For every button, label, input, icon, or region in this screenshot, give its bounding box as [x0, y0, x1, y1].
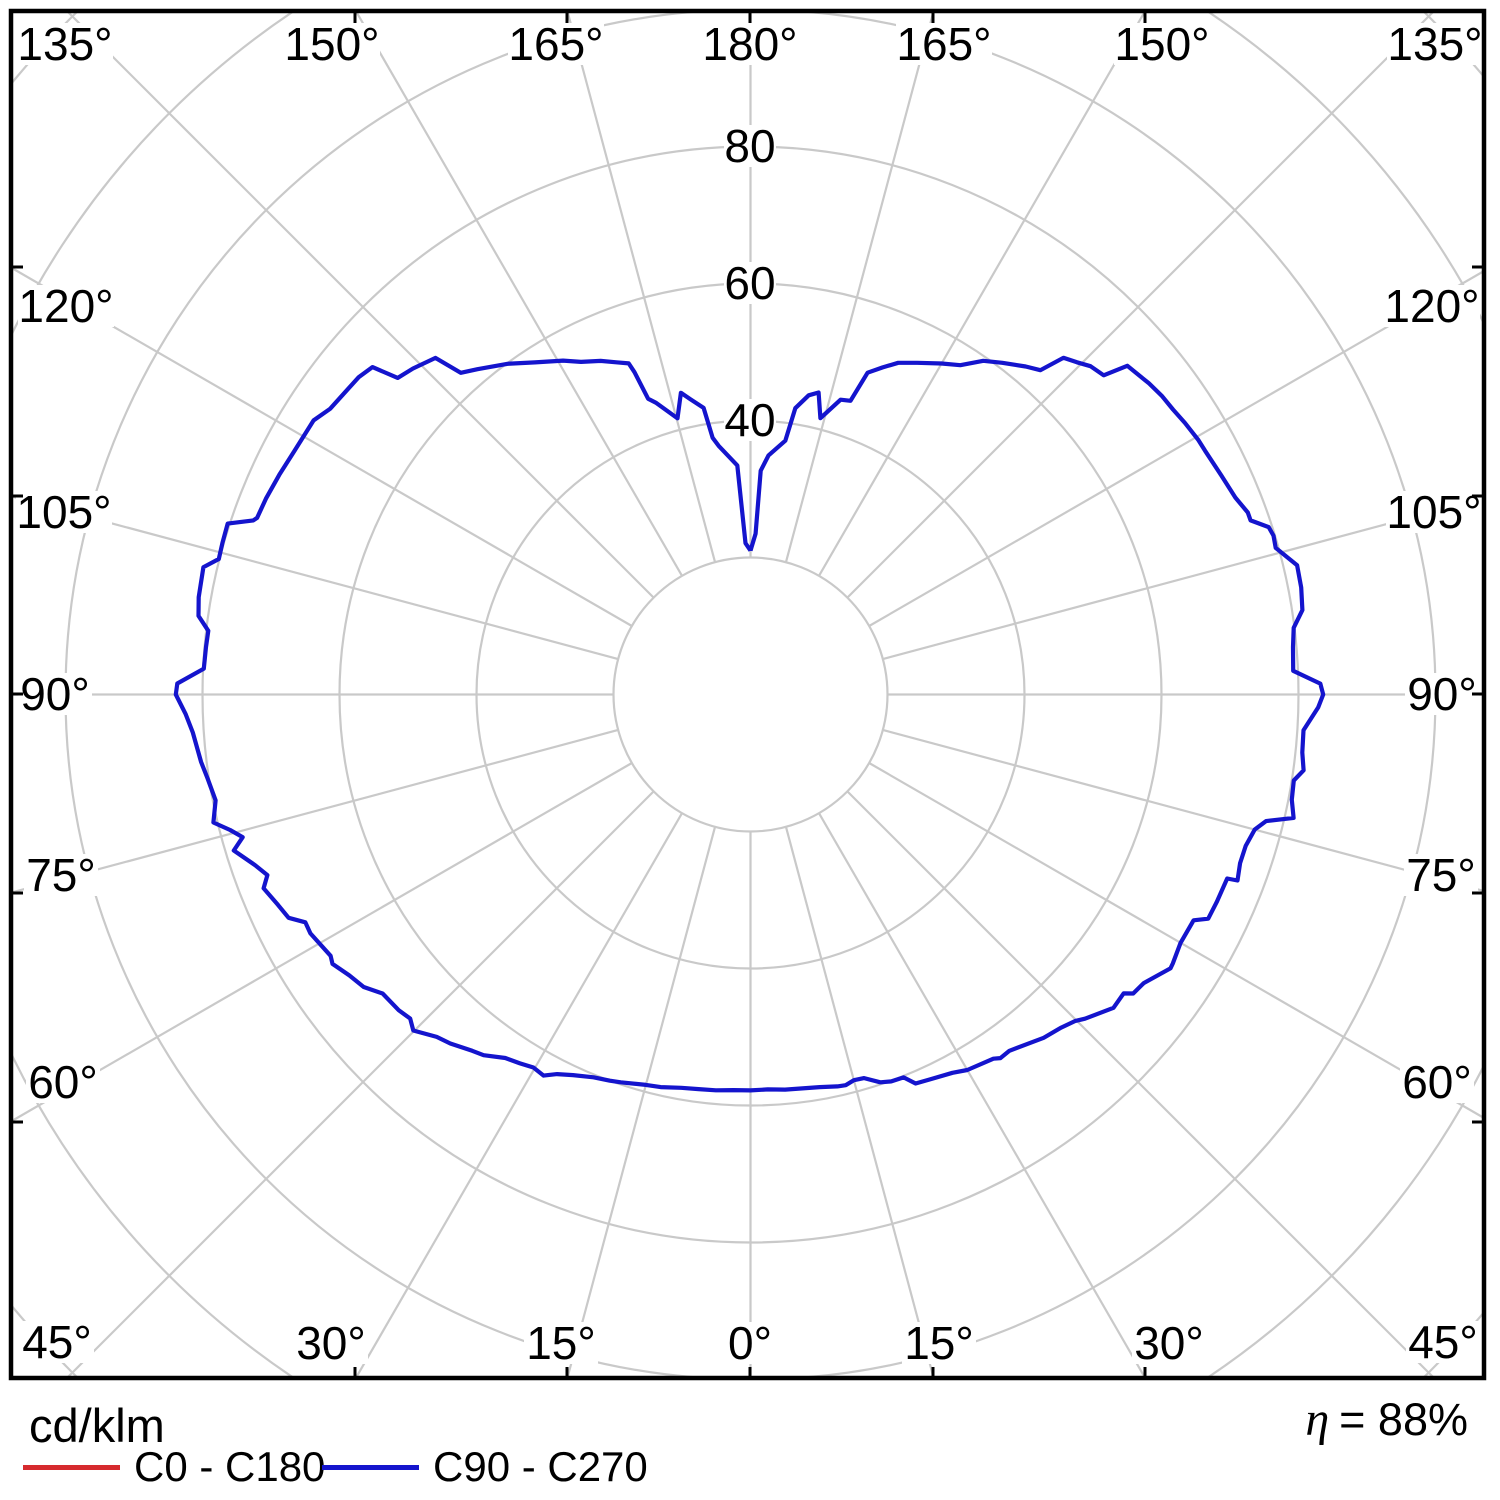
frame-ticks [13, 13, 1482, 1377]
svg-text:45°: 45° [1408, 1316, 1478, 1368]
svg-text:90°: 90° [20, 668, 90, 720]
legend-swatch-red-line [23, 1464, 120, 1470]
svg-text:15°: 15° [526, 1317, 596, 1369]
efficiency-readout: η = 88% [1305, 1392, 1468, 1447]
svg-text:0°: 0° [728, 1317, 772, 1369]
legend-item-c0-c180: C0 - C180 [23, 1446, 325, 1488]
svg-text:30°: 30° [1134, 1317, 1204, 1369]
legend-item-c90-c270: C90 - C270 [322, 1446, 648, 1488]
grid-labels: 135° 150° 165° 180° 165° 150° 135° 120° 105° 90° 7… [16, 18, 1483, 1369]
units-label: cd/klm [29, 1399, 165, 1452]
svg-text:45°: 45° [22, 1316, 92, 1368]
svg-text:105°: 105° [1386, 486, 1481, 538]
svg-text:60°: 60° [1402, 1056, 1472, 1108]
legend-label: C90 - C270 [433, 1443, 648, 1490]
svg-text:180°: 180° [702, 18, 797, 70]
legend-swatch-blue-line [322, 1464, 419, 1470]
eta-symbol: η [1305, 1393, 1330, 1446]
svg-text:150°: 150° [1114, 18, 1209, 70]
svg-text:120°: 120° [1384, 280, 1479, 332]
svg-text:30°: 30° [296, 1317, 366, 1369]
svg-text:165°: 165° [896, 18, 991, 70]
legend-label: C0 - C180 [134, 1443, 326, 1490]
svg-text:80: 80 [724, 120, 775, 172]
svg-text:120°: 120° [18, 280, 113, 332]
svg-text:90°: 90° [1407, 668, 1477, 720]
svg-text:135°: 135° [17, 18, 112, 70]
svg-text:150°: 150° [284, 18, 379, 70]
svg-text:75°: 75° [1406, 849, 1476, 901]
svg-text:60°: 60° [28, 1056, 98, 1108]
svg-text:15°: 15° [904, 1317, 974, 1369]
svg-text:75°: 75° [26, 849, 96, 901]
plot-frame [8, 8, 1487, 1381]
svg-text:165°: 165° [508, 18, 603, 70]
svg-text:135°: 135° [1387, 18, 1482, 70]
curve-c90-c270 [173, 355, 1326, 1093]
svg-text:105°: 105° [16, 486, 111, 538]
svg-text:60: 60 [724, 257, 775, 309]
eta-value: = 88% [1339, 1394, 1468, 1445]
svg-text:40: 40 [724, 394, 775, 446]
